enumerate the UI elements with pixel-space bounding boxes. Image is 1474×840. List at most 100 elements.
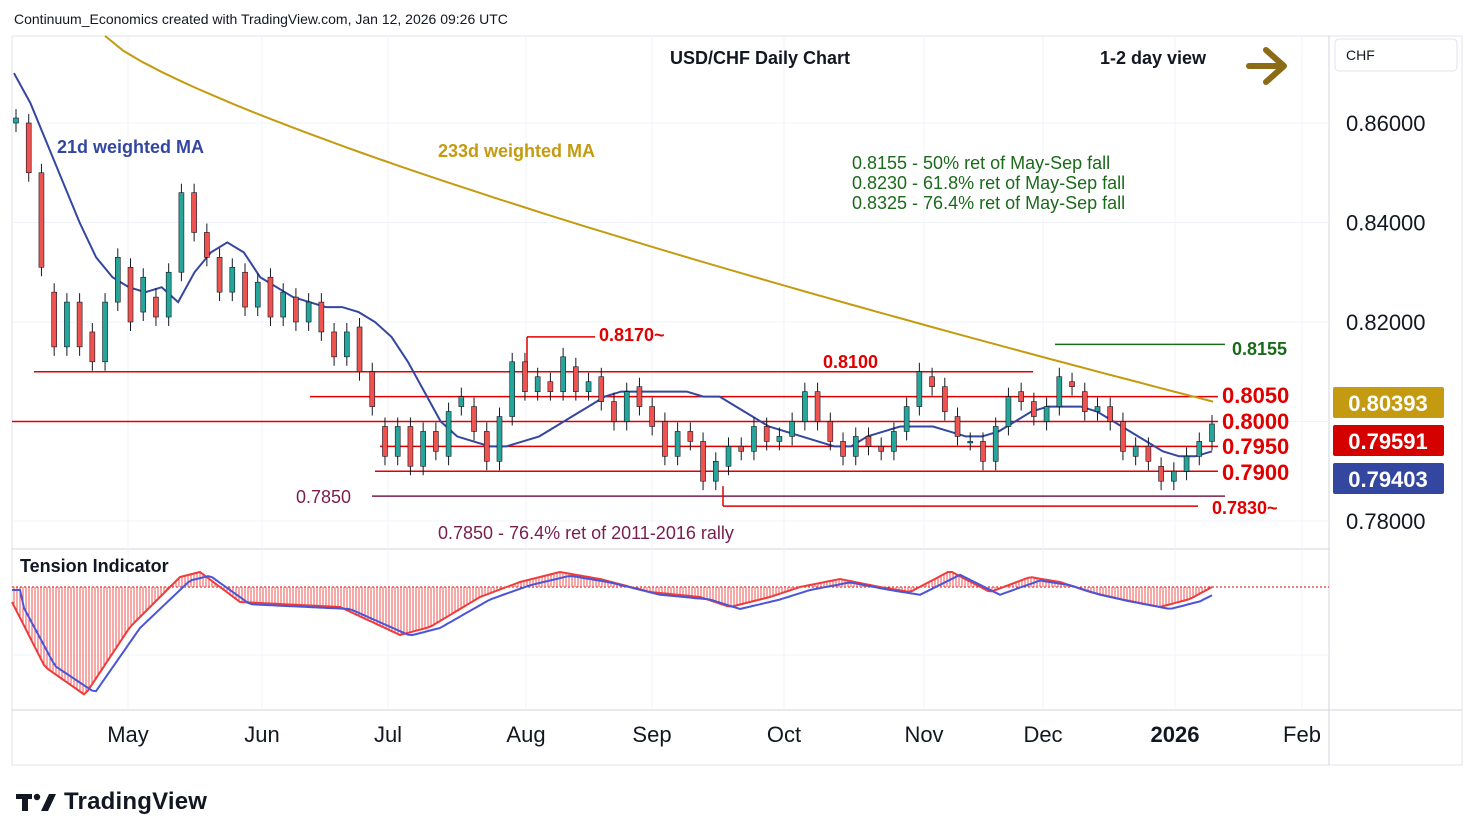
level-label-8170: 0.8170~ — [599, 325, 665, 345]
candle-body — [1132, 446, 1139, 457]
candle-body — [483, 431, 490, 462]
candle-body — [509, 361, 516, 417]
time-tick-label: Jun — [244, 722, 279, 747]
retracement-50: 0.8155 - 50% ret of May-Sep fall — [852, 153, 1110, 173]
candle-body — [611, 401, 617, 422]
tension-signal-line — [11, 570, 1213, 696]
candle-body — [700, 441, 706, 482]
candle-body — [738, 446, 745, 452]
tradingview-logo[interactable]: TradingView — [16, 788, 207, 816]
candle-body — [1171, 470, 1177, 482]
candle-body — [980, 441, 986, 462]
candle-body — [331, 331, 337, 358]
candle-body — [458, 396, 465, 407]
candle-body — [865, 436, 872, 447]
price-axis[interactable]: 0.86000 0.84000 0.82000 0.78000 — [1346, 111, 1426, 534]
retracement-618: 0.8230 - 61.8% ret of May-Sep fall — [852, 173, 1125, 193]
level-label-8050: 0.8050 — [1222, 383, 1289, 408]
tension-histogram — [13, 571, 1212, 694]
chart-credit: Continuum_Economics created with Trading… — [14, 11, 508, 27]
time-tick-label: 2026 — [1151, 722, 1200, 747]
candle-body — [178, 192, 185, 273]
candle-body — [356, 326, 363, 373]
ma233-label: 233d weighted MA — [438, 141, 595, 161]
candle-body — [267, 276, 274, 318]
candle-body — [407, 426, 414, 467]
time-tick-label: Sep — [632, 722, 671, 747]
level-label-8000: 0.8000 — [1222, 409, 1289, 434]
candle-body — [598, 376, 605, 402]
candle-body — [471, 406, 477, 432]
tradingview-wordmark: TradingView — [64, 788, 208, 815]
candle-body — [127, 266, 134, 323]
candle-body — [560, 356, 566, 392]
candle-body — [674, 431, 681, 457]
price-badge — [1333, 387, 1444, 418]
time-tick-label: Oct — [767, 722, 801, 747]
candle-body — [204, 232, 210, 258]
candle-body — [1043, 406, 1050, 422]
candle-body — [1107, 406, 1114, 422]
candle-body — [992, 426, 999, 462]
rally-note: 0.7850 - 76.4% ret of 2011-2016 rally — [438, 523, 734, 543]
candle-body — [165, 271, 172, 318]
candle-body — [891, 431, 897, 452]
candle-body — [802, 391, 808, 422]
candle-body — [280, 291, 286, 318]
indicator-title: Tension Indicator — [20, 556, 169, 576]
candle-body — [1145, 446, 1152, 462]
candle-body — [789, 421, 795, 437]
candle-body — [254, 281, 261, 308]
price-tick-label: 0.84000 — [1346, 211, 1426, 236]
candle-body — [344, 331, 350, 358]
candle-body — [573, 366, 579, 392]
candle-body — [369, 371, 376, 407]
candle-body — [1031, 401, 1037, 417]
candle-body — [763, 426, 770, 442]
time-axis[interactable]: May Jun Jul Aug Sep Oct Nov Dec 2026 Feb — [107, 722, 1321, 747]
candle-body — [38, 172, 45, 268]
candle-body — [216, 257, 223, 293]
price-tick-label: 0.78000 — [1346, 509, 1426, 534]
candle-body — [814, 391, 821, 422]
level-label-8155: 0.8155 — [1232, 339, 1287, 359]
currency-box[interactable] — [1334, 38, 1458, 72]
candle-body — [1120, 421, 1126, 452]
candle-body — [1069, 381, 1075, 387]
price-badge — [1333, 425, 1444, 456]
candle-body — [433, 431, 439, 452]
candle-body — [712, 460, 719, 482]
level-label-7830: 0.7830~ — [1212, 498, 1278, 518]
price-badge — [1333, 463, 1444, 494]
candle-body — [916, 371, 923, 407]
tradingview-icon — [16, 791, 56, 813]
time-tick-label: Dec — [1023, 722, 1062, 747]
candle-body — [64, 301, 70, 348]
candlestick-series — [13, 109, 1215, 491]
level-label-7950: 0.7950 — [1222, 434, 1289, 459]
candle-body — [305, 301, 312, 323]
candle-body — [649, 406, 655, 427]
candle-body — [25, 122, 32, 174]
right-arrow-icon — [1246, 47, 1287, 85]
candle-body — [522, 361, 528, 392]
level-label-7850: 0.7850 — [296, 487, 351, 507]
time-tick-label: May — [107, 722, 149, 747]
candle-body — [852, 436, 859, 457]
ma21-line — [13, 72, 1213, 458]
candle-body — [942, 386, 948, 412]
candle-body — [623, 391, 630, 422]
candle-body — [1196, 441, 1203, 457]
candle-body — [662, 421, 668, 457]
candle-body — [776, 436, 783, 442]
currency-label: CHF — [1346, 47, 1375, 63]
candle-body — [114, 257, 121, 303]
time-tick-label: Jul — [374, 722, 402, 747]
candle-body — [293, 296, 299, 323]
candle-body — [1056, 376, 1063, 407]
candle-body — [1158, 465, 1164, 482]
candle-body — [13, 117, 19, 124]
price-badges: 0.80393 0.79591 0.79403 — [1333, 387, 1444, 494]
candle-body — [547, 381, 554, 392]
price-badge-label: 0.79403 — [1348, 467, 1428, 492]
